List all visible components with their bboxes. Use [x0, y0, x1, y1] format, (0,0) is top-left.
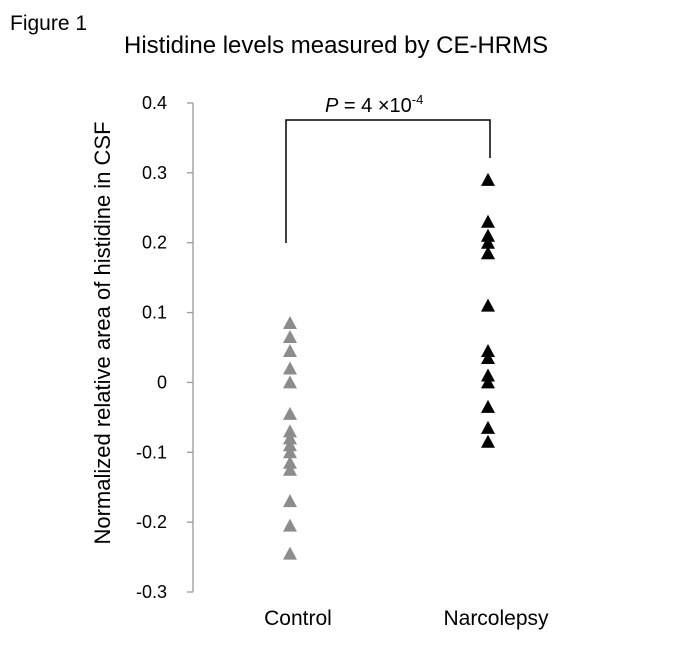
x-tick-label: Control [264, 607, 332, 630]
p-value-text: = 4 ×10 [338, 95, 411, 117]
chart-title: Histidine levels measured by CE-HRMS [124, 32, 549, 59]
data-point [283, 406, 297, 420]
y-tick-label: -0.3 [136, 582, 167, 602]
data-point [283, 343, 297, 357]
data-point [283, 445, 297, 459]
data-point [481, 434, 495, 448]
data-point [481, 420, 495, 434]
y-tick-label: 0.3 [142, 163, 167, 183]
data-point [481, 228, 495, 242]
data-point [481, 235, 495, 249]
data-point [283, 316, 297, 330]
y-tick-label: -0.1 [136, 442, 167, 462]
data-point [283, 375, 297, 389]
data-point [481, 368, 495, 382]
data-point [481, 214, 495, 228]
y-tick-label: 0.2 [142, 233, 167, 253]
data-point [481, 399, 495, 413]
data-point [481, 350, 495, 364]
y-tick-label: -0.2 [136, 512, 167, 532]
data-point [283, 438, 297, 452]
p-value-annotation: P = 4 ×10-4 [325, 92, 423, 117]
x-tick-label: Narcolepsy [443, 607, 549, 630]
y-tick-label: 0 [157, 372, 167, 392]
x-tick-labels: Control Narcolepsy [264, 607, 549, 630]
y-tick-label: 0.1 [142, 303, 167, 323]
data-point [481, 343, 495, 357]
data-point [481, 375, 495, 389]
data-point [283, 546, 297, 560]
data-point [283, 424, 297, 438]
p-symbol: P [325, 95, 339, 117]
y-ticks: -0.3 -0.2 -0.1 0 0.1 0.2 0.3 0.4 [136, 93, 193, 602]
significance-bracket [285, 119, 491, 243]
data-point [283, 462, 297, 476]
data-point [283, 330, 297, 344]
data-points [283, 172, 495, 560]
data-point [283, 494, 297, 508]
data-point [283, 518, 297, 532]
data-point [283, 455, 297, 469]
y-axis-label: Normalized relative area of histidine in… [90, 121, 115, 544]
p-exponent: -4 [412, 92, 424, 107]
y-tick-label: 0.4 [142, 93, 167, 113]
data-point [481, 246, 495, 260]
data-point [481, 298, 495, 312]
figure-label: Figure 1 [10, 12, 88, 35]
data-point [481, 172, 495, 186]
data-point [283, 431, 297, 445]
data-point [283, 361, 297, 375]
